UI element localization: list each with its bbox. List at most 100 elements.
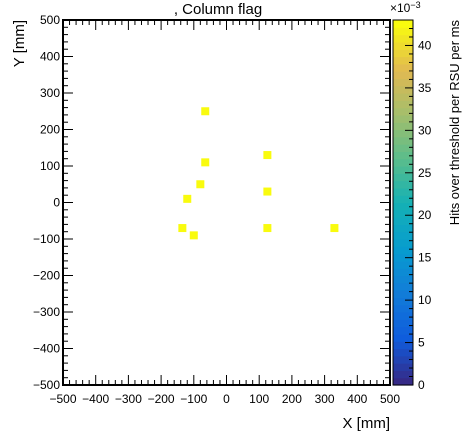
data-point: [183, 194, 192, 203]
colorbar-band: [393, 100, 413, 109]
colorbar-tick-label: 25: [418, 166, 432, 180]
colorbar-label: Hits over threshold per RSU per ms: [447, 20, 462, 226]
y-tick-label: 400: [40, 50, 60, 64]
colorbar-band: [393, 246, 413, 255]
colorbar-tick-label: 10: [418, 293, 432, 307]
colorbar-multiplier: ×10−3: [390, 0, 421, 15]
x-axis-ticks: [62, 20, 391, 385]
colorbar-gradient: [393, 20, 413, 386]
colorbar-band: [393, 268, 413, 277]
colorbar-band: [393, 326, 413, 335]
colorbar-band: [393, 34, 413, 43]
colorbar-band: [393, 78, 413, 87]
x-tick-label: 200: [282, 392, 302, 406]
colorbar-band: [393, 260, 413, 269]
colorbar-tick-labels: 0 5 10 15 20 25 30 35 40: [418, 38, 432, 392]
y-tick-label: 300: [40, 86, 60, 100]
colorbar-band: [393, 333, 413, 342]
colorbar-band: [393, 370, 413, 379]
x-tick-label: −300: [115, 392, 142, 406]
colorbar-band: [393, 231, 413, 240]
y-axis-label: Y [mm]: [11, 20, 28, 67]
colorbar-band: [393, 282, 413, 291]
colorbar-band: [393, 136, 413, 145]
y-tick-label: 500: [40, 13, 60, 27]
colorbar-band: [393, 114, 413, 123]
plot-area: −500 −400 −300 −200 −100 0 100 200 300 400 500 −50…: [33, 13, 400, 406]
colorbar-band: [393, 275, 413, 284]
colorbar-tick-label: 5: [418, 336, 425, 350]
colorbar-band: [393, 93, 413, 101]
colorbar-band: [393, 144, 413, 152]
colorbar-band: [393, 129, 413, 138]
colorbar-band: [393, 187, 413, 196]
y-tick-label: 0: [53, 196, 60, 210]
x-tick-label: 500: [380, 392, 400, 406]
y-tick-label: −300: [33, 305, 60, 319]
colorbar-band: [393, 209, 413, 218]
data-point: [178, 224, 187, 233]
chart-title: , Column flag: [174, 1, 262, 18]
colorbar-tick-label: 0: [418, 378, 425, 392]
y-tick-label: −200: [33, 269, 60, 283]
colorbar-band: [393, 304, 413, 313]
data-point: [201, 107, 210, 116]
colorbar-band: [393, 355, 413, 364]
x-tick-label: 0: [223, 392, 230, 406]
y-tick-label: 100: [40, 159, 60, 173]
colorbar-band: [393, 224, 413, 233]
data-point: [263, 224, 272, 233]
colorbar-band: [393, 20, 413, 28]
y-tick-label: −100: [33, 232, 60, 246]
colorbar: 0 5 10 15 20 25 30 35 40 ×10−3 Hits over thresho…: [390, 0, 462, 392]
data-point: [196, 180, 205, 189]
colorbar-tick-label: 20: [418, 208, 432, 222]
colorbar-band: [393, 217, 413, 225]
colorbar-band: [393, 377, 413, 386]
colorbar-band: [393, 297, 413, 306]
data-point: [330, 224, 339, 233]
colorbar-band: [393, 341, 413, 350]
colorbar-band: [393, 166, 413, 174]
colorbar-band: [393, 312, 413, 320]
colorbar-band: [393, 239, 413, 247]
y-tick-labels: −500 −400 −300 −200 −100 0 100 200 300 400 500: [33, 13, 60, 392]
colorbar-band: [393, 202, 413, 211]
x-tick-label: −100: [180, 392, 207, 406]
x-axis-label: X [mm]: [343, 415, 391, 432]
y-tick-label: −500: [33, 378, 60, 392]
x-tick-label: 300: [315, 392, 335, 406]
colorbar-tick-label: 40: [418, 38, 432, 52]
colorbar-band: [393, 56, 413, 65]
colorbar-band: [393, 253, 413, 262]
data-points: [178, 107, 339, 240]
colorbar-tick-label: 30: [418, 123, 432, 137]
colorbar-band: [393, 85, 413, 94]
x-tick-label: 100: [249, 392, 269, 406]
data-point: [201, 158, 210, 167]
data-point: [263, 187, 272, 196]
data-point: [263, 151, 272, 160]
x-tick-label: −400: [82, 392, 109, 406]
y-tick-label: −400: [33, 342, 60, 356]
y-tick-label: 200: [40, 123, 60, 137]
colorbar-band: [393, 348, 413, 357]
colorbar-ticks: [405, 19, 413, 386]
colorbar-band: [393, 41, 413, 50]
x-tick-label: −500: [49, 392, 76, 406]
colorbar-band: [393, 71, 413, 79]
colorbar-band: [393, 107, 413, 116]
colorbar-band: [393, 151, 413, 160]
colorbar-band: [393, 290, 413, 298]
colorbar-band: [393, 122, 413, 131]
colorbar-band: [393, 158, 413, 167]
colorbar-band: [393, 180, 413, 189]
colorbar-tick-label: 15: [418, 251, 432, 265]
colorbar-band: [393, 363, 413, 371]
colorbar-band: [393, 173, 413, 182]
colorbar-frame: [392, 19, 414, 386]
colorbar-band: [393, 195, 413, 204]
x-tick-label: 400: [347, 392, 367, 406]
x-tick-label: −200: [148, 392, 175, 406]
